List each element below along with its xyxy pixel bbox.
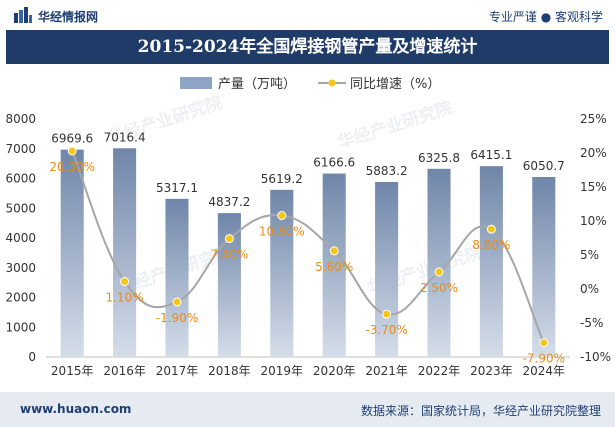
growth-value-label: 8.80% <box>472 238 510 252</box>
y-left-tick-label: 0 <box>28 350 36 364</box>
bar-2020年 <box>322 173 346 357</box>
watermark-text: 华经产业研究院 <box>335 97 455 154</box>
bar-value-label: 5619.2 <box>261 172 303 186</box>
growth-point <box>224 234 234 244</box>
y-right-tick-label: -5% <box>580 316 603 330</box>
bar-value-label: 6969.6 <box>51 132 93 146</box>
legend-line-label: 同比增速（%） <box>350 77 440 92</box>
chart-title: 2015-2024年全国焊接钢管产量及增速统计 <box>137 37 478 57</box>
growth-value-label: 7.40% <box>210 248 248 262</box>
bar-2017年 <box>165 198 189 357</box>
bar-value-label: 5883.2 <box>366 164 408 178</box>
bar-2021年 <box>375 181 399 357</box>
y-right-tick-label: 5% <box>580 248 599 262</box>
chart-area: 华经产业研究院华经产业研究院华经产业研究院华经产业研究院产量（万吨）同比增速（%… <box>5 77 611 378</box>
bar-value-label: 6166.6 <box>313 156 355 170</box>
bar-2023年 <box>479 166 503 357</box>
growth-point <box>434 267 444 277</box>
growth-point <box>329 246 339 256</box>
growth-value-label: 2.50% <box>420 281 458 295</box>
y-left-tick-label: 1000 <box>5 320 36 334</box>
brand-name: 华经情报网 <box>38 10 99 24</box>
growth-point <box>277 211 287 221</box>
bar-2022年 <box>427 168 451 357</box>
growth-point <box>172 297 182 307</box>
bar-2015年 <box>60 149 84 357</box>
huajing-logo-icon <box>14 7 32 23</box>
bar-value-label: 6415.1 <box>470 148 512 162</box>
growth-point <box>539 338 549 348</box>
y-left-tick-label: 4000 <box>5 231 36 245</box>
x-tick-label: 2019年 <box>261 364 304 378</box>
growth-value-label: -1.90% <box>156 311 198 325</box>
growth-point <box>486 224 496 234</box>
growth-value-label: 5.60% <box>315 260 353 274</box>
y-right-tick-label: 0% <box>580 282 599 296</box>
y-right-tick-label: 20% <box>580 146 607 160</box>
slogan-left: 专业严谨 <box>488 10 537 24</box>
bar-2024年 <box>532 176 556 357</box>
bar-2018年 <box>217 213 241 357</box>
title-bar: 2015-2024年全国焊接钢管产量及增速统计 <box>6 30 609 64</box>
x-tick-label: 2016年 <box>103 364 146 378</box>
x-tick-label: 2017年 <box>156 364 199 378</box>
bar-value-label: 4837.2 <box>208 195 250 209</box>
x-tick-label: 2020年 <box>313 364 356 378</box>
footer-bar: www.huaon.com 数据来源：国家统计局，华经产业研究院整理 <box>0 392 615 427</box>
x-tick-label: 2022年 <box>418 364 461 378</box>
y-right-tick-label: 10% <box>580 214 607 228</box>
bar-2019年 <box>270 189 294 357</box>
growth-value-label: -3.70% <box>365 323 407 337</box>
growth-value-label: -7.90% <box>523 352 565 366</box>
growth-point <box>120 277 130 287</box>
x-tick-label: 2015年 <box>51 364 94 378</box>
growth-point <box>67 146 77 156</box>
y-right-tick-label: -10% <box>580 350 611 364</box>
y-left-tick-label: 2000 <box>5 291 36 305</box>
y-left-tick-label: 8000 <box>5 112 36 126</box>
y-left-tick-label: 7000 <box>5 142 36 156</box>
legend-bar-label: 产量（万吨） <box>218 77 296 92</box>
growth-value-label: 20.30% <box>49 160 95 174</box>
footer-source: 数据来源：国家统计局，华经产业研究院整理 <box>360 404 601 418</box>
bar-value-label: 7016.4 <box>104 130 146 144</box>
x-tick-label: 2023年 <box>470 364 513 378</box>
bar-value-label: 6050.7 <box>523 159 565 173</box>
legend-line-marker <box>328 79 336 87</box>
bar-value-label: 5317.1 <box>156 181 198 195</box>
y-left-tick-label: 5000 <box>5 201 36 215</box>
y-right-tick-label: 15% <box>580 180 607 194</box>
x-tick-label: 2024年 <box>523 364 566 378</box>
bar-2016年 <box>113 148 137 357</box>
bar-value-label: 6325.8 <box>418 151 460 165</box>
y-left-tick-label: 6000 <box>5 172 36 186</box>
top-bar: 华经情报网 专业严谨 ● 客观科学 <box>0 0 615 30</box>
growth-value-label: 10.80% <box>259 225 305 239</box>
x-tick-label: 2018年 <box>208 364 251 378</box>
y-left-tick-label: 3000 <box>5 261 36 275</box>
slogan-right: 客观科学 <box>554 10 603 24</box>
slogan-dot-icon: ● <box>540 10 555 24</box>
legend-bar-swatch <box>180 77 212 89</box>
x-tick-label: 2021年 <box>365 364 408 378</box>
growth-point <box>382 309 392 319</box>
growth-rate-line <box>71 150 545 344</box>
slogan: 专业严谨 ● 客观科学 <box>489 8 603 25</box>
growth-value-label: 1.10% <box>106 291 144 305</box>
footer-url: www.huaon.com <box>20 402 132 416</box>
y-right-tick-label: 25% <box>580 112 607 126</box>
